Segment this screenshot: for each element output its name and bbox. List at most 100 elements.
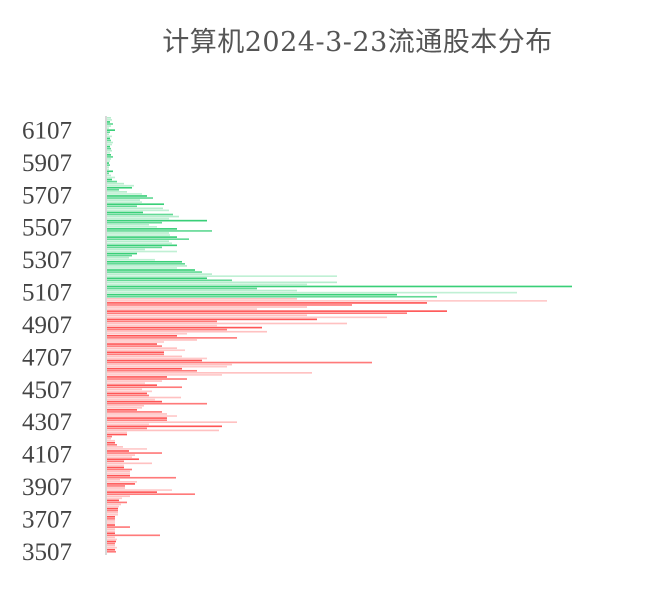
green-bar: [107, 158, 111, 160]
green-bar: [107, 271, 202, 273]
red-bar: [107, 518, 115, 520]
green-bar: [107, 127, 109, 129]
green-bar: [107, 242, 172, 245]
y-tick-label: 5907: [22, 150, 72, 177]
red-bar: [107, 448, 147, 450]
red-bar: [107, 501, 127, 504]
red-bar: [107, 515, 115, 518]
green-bar: [107, 238, 189, 240]
green-bar: [107, 164, 110, 166]
bars: [107, 117, 572, 553]
green-bar: [107, 186, 132, 189]
red-bar: [107, 425, 222, 428]
green-bar: [107, 131, 110, 134]
red-bar: [107, 454, 135, 456]
green-bar: [107, 258, 155, 261]
red-bar: [107, 322, 347, 325]
green-bar: [107, 197, 153, 199]
green-bar: [107, 236, 177, 238]
red-bar: [107, 318, 317, 321]
red-bar: [107, 491, 157, 493]
red-bar: [107, 511, 118, 514]
red-bar: [107, 462, 152, 465]
red-bar: [107, 528, 115, 530]
red-bar: [107, 372, 312, 374]
red-bar: [107, 520, 115, 522]
green-bar: [107, 230, 212, 232]
y-tick-label: 4307: [22, 409, 72, 436]
red-bar: [107, 328, 227, 331]
red-bar: [107, 534, 160, 537]
green-bar: [107, 209, 169, 212]
red-bar: [107, 431, 127, 434]
red-bar: [107, 365, 227, 368]
red-bar: [107, 546, 117, 549]
red-bar: [107, 404, 144, 407]
green-bar: [107, 244, 177, 247]
green-bar: [107, 117, 111, 119]
green-bar: [107, 275, 337, 278]
green-bar: [107, 267, 177, 269]
green-bar: [107, 195, 147, 197]
red-bar: [107, 507, 118, 510]
red-bar: [107, 421, 237, 424]
red-bar: [107, 460, 124, 463]
red-bar: [107, 441, 115, 444]
green-bar: [107, 188, 119, 191]
red-bar: [107, 415, 177, 417]
red-bar: [107, 513, 118, 516]
red-bar: [107, 384, 157, 387]
red-bar: [107, 406, 142, 409]
red-bar: [107, 524, 115, 526]
red-bar: [107, 444, 117, 446]
y-tick-label: 3907: [22, 474, 72, 501]
green-bar: [107, 279, 232, 282]
green-bar: [107, 166, 109, 169]
red-bar: [107, 380, 162, 382]
y-tick-label: 5107: [22, 280, 72, 307]
green-bar: [107, 213, 173, 216]
green-bar: [107, 293, 397, 296]
red-bar: [107, 312, 407, 315]
red-bar: [107, 402, 207, 405]
green-bar: [107, 221, 162, 224]
red-bar: [107, 310, 447, 312]
red-bar: [107, 304, 352, 306]
y-tick-label: 5307: [22, 247, 72, 274]
red-bar: [107, 339, 197, 341]
green-bar: [107, 283, 307, 286]
red-bar: [107, 417, 167, 419]
green-bar: [107, 199, 140, 201]
green-bar: [107, 143, 112, 146]
red-bar: [107, 332, 187, 335]
green-bar: [107, 217, 169, 220]
red-bar: [107, 476, 176, 479]
red-bar: [107, 345, 162, 347]
green-bar: [107, 137, 110, 140]
red-bar: [107, 361, 372, 364]
green-bar: [107, 256, 129, 259]
green-bar: [107, 263, 185, 265]
green-bar: [107, 205, 137, 208]
green-bar: [107, 121, 110, 123]
red-bar: [107, 394, 149, 397]
red-bar: [107, 398, 155, 401]
green-bar: [107, 232, 169, 234]
red-bar: [107, 357, 207, 360]
red-bar: [107, 386, 182, 389]
green-bar: [107, 193, 142, 195]
red-bar: [107, 495, 130, 498]
red-bar: [107, 464, 124, 467]
green-bar: [107, 240, 169, 243]
red-bar: [107, 437, 111, 440]
green-bar: [107, 223, 149, 226]
red-bar: [107, 300, 547, 302]
red-bar: [107, 493, 195, 496]
red-bar: [107, 468, 132, 471]
red-bar: [107, 326, 262, 329]
green-bar: [107, 191, 127, 193]
y-tick-label: 3507: [22, 539, 72, 566]
red-bar: [107, 390, 152, 393]
red-bar: [107, 374, 222, 376]
green-bar: [107, 277, 207, 280]
